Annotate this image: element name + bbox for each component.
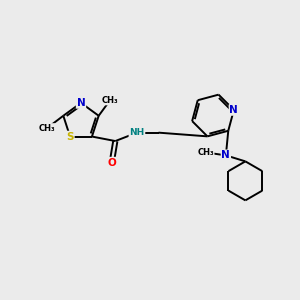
Text: CH₃: CH₃ [197, 148, 214, 157]
Text: N: N [221, 150, 230, 161]
Text: NH: NH [129, 128, 145, 137]
Text: N: N [230, 105, 238, 115]
Text: CH₃: CH₃ [38, 124, 55, 133]
Text: CH₃: CH₃ [102, 96, 118, 105]
Text: O: O [107, 158, 116, 168]
Text: S: S [66, 131, 74, 142]
Text: N: N [76, 98, 85, 108]
